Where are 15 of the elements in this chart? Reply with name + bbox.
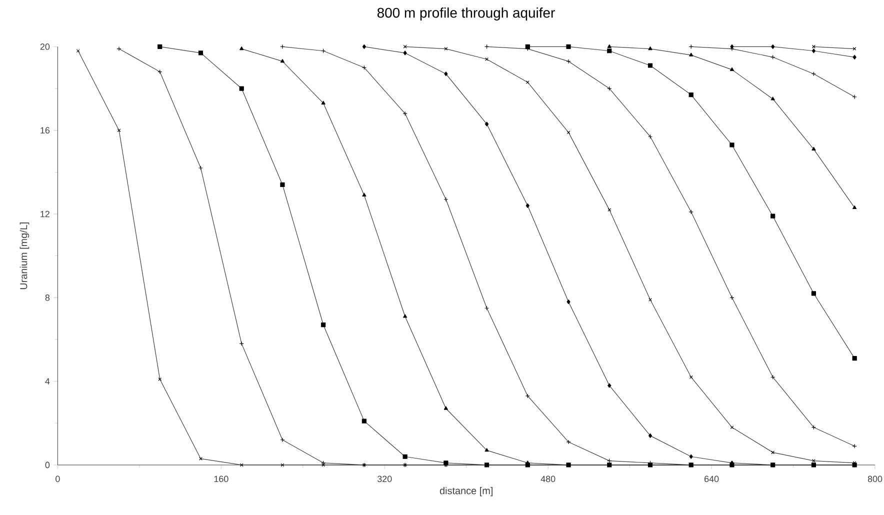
y-tick-label: 0 <box>45 462 50 468</box>
y-tick-label: 16 <box>40 127 50 134</box>
x-tick-label: 320 <box>377 476 392 482</box>
x-tick-label: 640 <box>704 476 719 482</box>
x-tick-label: 480 <box>540 476 556 482</box>
x-axis-title: distance [m] <box>440 486 492 496</box>
x-tick-label: 160 <box>214 476 228 482</box>
chart-title: 800 m profile through aquifer <box>377 8 555 21</box>
y-tick-label: 4 <box>45 378 50 384</box>
y-tick-label: 12 <box>40 210 50 218</box>
y-axis-title: Uranium [mg/L] <box>20 222 30 290</box>
x-tick-label: 0 <box>56 476 60 482</box>
y-tick-label: 8 <box>45 294 50 301</box>
y-tick-label: 20 <box>40 44 50 50</box>
x-tick-label: 800 <box>868 476 882 482</box>
